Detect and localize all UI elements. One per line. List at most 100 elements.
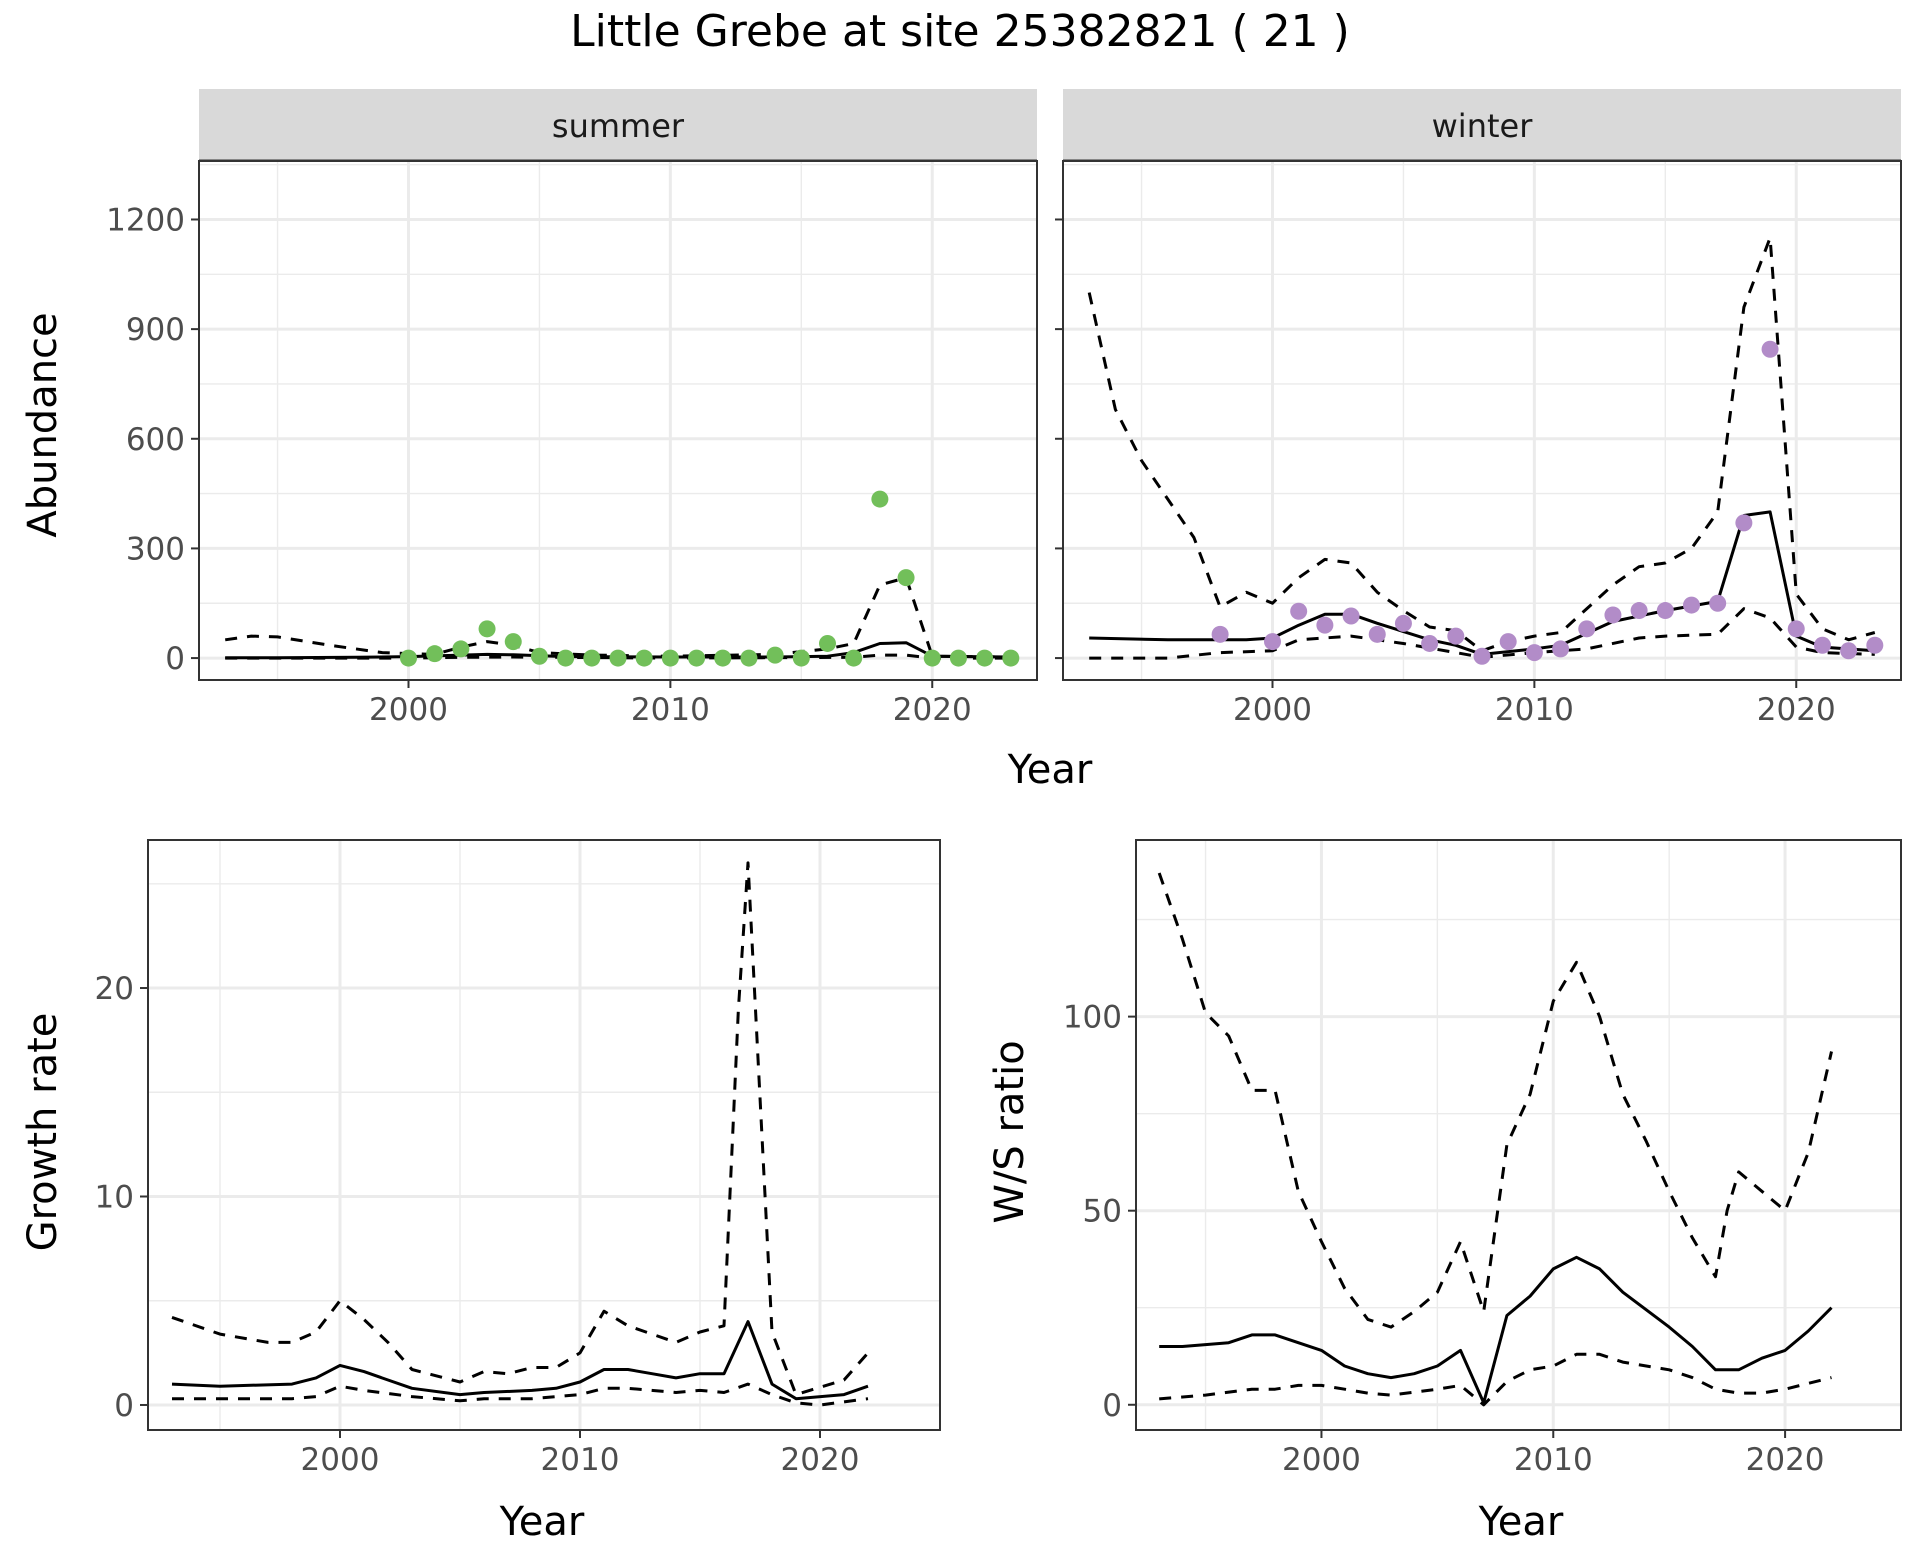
winter-observed-point xyxy=(1264,633,1281,651)
winter-observed-point xyxy=(1735,514,1753,532)
summer-observed-point xyxy=(400,649,417,667)
summer-observed-point xyxy=(452,640,470,658)
growth-estimate-line xyxy=(171,1320,869,1401)
winter-observed-point xyxy=(1761,340,1779,358)
summer-observed-point xyxy=(688,649,706,667)
summer-observed-point xyxy=(897,569,915,587)
summer-observed-point xyxy=(557,649,575,667)
ws_ratio-x-tick-label: 2000 xyxy=(1282,1442,1361,1478)
figure-title: Little Grebe at site 25382821 ( 21 ) xyxy=(570,6,1350,57)
winter-upper-line xyxy=(1087,236,1876,653)
winter-observed-point xyxy=(1630,602,1648,620)
growth-lower-line xyxy=(172,1382,869,1407)
growth-series-group xyxy=(171,861,870,1407)
ws_ratio-lower-line xyxy=(1159,1352,1832,1407)
ws-y-axis-label: W/S ratio xyxy=(987,1040,1033,1223)
ws_ratio-plot-area xyxy=(1136,840,1901,1430)
facet-label-summer: summer xyxy=(552,107,685,145)
winter-observed-point xyxy=(1368,625,1386,643)
growth-y-tick-label: 20 xyxy=(95,971,134,1007)
winter-observed-point xyxy=(1421,634,1439,652)
winter-observed-point xyxy=(1656,602,1674,620)
summer-observed-point xyxy=(426,645,444,663)
winter-observed-point xyxy=(1316,616,1334,634)
growth-plot-area xyxy=(148,840,940,1430)
winter-observed-point xyxy=(1447,627,1465,645)
winter-series-group xyxy=(1087,236,1884,665)
summer-observed-point xyxy=(635,649,653,667)
growth-y-axis-label: Growth rate xyxy=(20,1013,66,1252)
growth-upper-line xyxy=(171,861,870,1397)
winter-observed-point xyxy=(1552,640,1570,658)
winter-observed-point xyxy=(1394,614,1412,632)
summer-observed-point xyxy=(1002,649,1020,667)
summer-plot-area xyxy=(199,161,1037,680)
winter-observed-point xyxy=(1525,644,1543,662)
winter-observed-point xyxy=(1578,620,1596,638)
winter-x-tick-label: 2000 xyxy=(1233,692,1312,728)
winter-observed-point xyxy=(1866,636,1884,654)
panel-summer: summer 2000 2010 2020 0 300 600 900 1200 xyxy=(106,89,1038,728)
panel-growth-rate: 2000 2010 2020 0 10 20 Growth rate Year xyxy=(20,839,941,1545)
winter-x-tick-label: 2010 xyxy=(1495,692,1574,728)
panel-winter: winter 2000 2010 2020 xyxy=(1055,89,1902,728)
winter-observed-point xyxy=(1709,594,1727,612)
ws_ratio-series-group xyxy=(1157,872,1833,1407)
summer-observed-point xyxy=(871,490,889,508)
growth-x-axis-label: Year xyxy=(499,1499,585,1545)
summer-y-tick-label: 900 xyxy=(126,312,185,348)
ws_ratio-y-tick-label: 50 xyxy=(1083,1194,1122,1230)
summer-observed-point xyxy=(819,634,836,652)
abundance-y-axis-label: Abundance xyxy=(20,312,66,537)
ws_ratio-panel-border xyxy=(1135,839,1902,1431)
facet-strip-summer xyxy=(199,89,1037,161)
summer-observed-point xyxy=(845,649,863,667)
summer-observed-point xyxy=(976,649,994,667)
summer-x-tick-label: 2010 xyxy=(631,692,710,728)
winter-observed-point xyxy=(1840,642,1858,660)
summer-observed-point xyxy=(766,646,784,664)
summer-observed-point xyxy=(583,649,601,667)
summer-observed-point xyxy=(504,633,522,651)
summer-y-tick-label: 600 xyxy=(126,422,185,458)
ws_ratio-x-tick-label: 2010 xyxy=(1514,1442,1593,1478)
growth-x-tick-label: 2000 xyxy=(301,1442,380,1478)
winter-observed-point xyxy=(1499,633,1517,651)
growth-x-tick-label: 2010 xyxy=(541,1442,620,1478)
summer-observed-point xyxy=(792,649,810,667)
summer-series-group xyxy=(224,490,1020,667)
winter-observed-point xyxy=(1813,636,1831,654)
ws-x-axis-label: Year xyxy=(1478,1499,1564,1545)
growth-x-tick-label: 2020 xyxy=(781,1442,860,1478)
ws_ratio-x-tick-label: 2020 xyxy=(1746,1442,1825,1478)
winter-x-tick-label: 2020 xyxy=(1757,692,1836,728)
panel-ws-ratio: 2000 2010 2020 0 50 100 W/S ratio Year xyxy=(987,839,1902,1545)
winter-plot-area xyxy=(1063,161,1901,680)
summer-observed-point xyxy=(740,649,758,667)
summer-y-tick-label: 1200 xyxy=(106,202,185,238)
summer-observed-point xyxy=(661,649,679,667)
growth-y-tick-label: 0 xyxy=(114,1388,134,1424)
facet-label-winter: winter xyxy=(1432,107,1534,145)
winter-observed-point xyxy=(1473,647,1491,665)
summer-y-tick-label: 0 xyxy=(165,641,185,677)
summer-panel-border xyxy=(198,160,1038,681)
summer-y-tick-label: 300 xyxy=(126,531,185,567)
winter-observed-point xyxy=(1211,625,1229,643)
growth-y-tick-label: 10 xyxy=(95,1180,134,1216)
summer-observed-point xyxy=(478,620,496,638)
winter-observed-point xyxy=(1290,602,1308,620)
ws_ratio-y-tick-label: 0 xyxy=(1102,1388,1122,1424)
summer-observed-point xyxy=(609,649,627,667)
winter-observed-point xyxy=(1787,620,1805,638)
summer-observed-point xyxy=(923,649,941,667)
winter-observed-point xyxy=(1604,606,1622,624)
summer-observed-point xyxy=(714,649,732,667)
summer-observed-point xyxy=(530,647,548,665)
ws_ratio-estimate-line xyxy=(1159,1255,1833,1405)
growth-panel-border xyxy=(147,839,941,1431)
ws_ratio-y-tick-label: 100 xyxy=(1063,1000,1122,1036)
winter-observed-point xyxy=(1683,596,1700,614)
summer-x-tick-label: 2000 xyxy=(369,692,448,728)
